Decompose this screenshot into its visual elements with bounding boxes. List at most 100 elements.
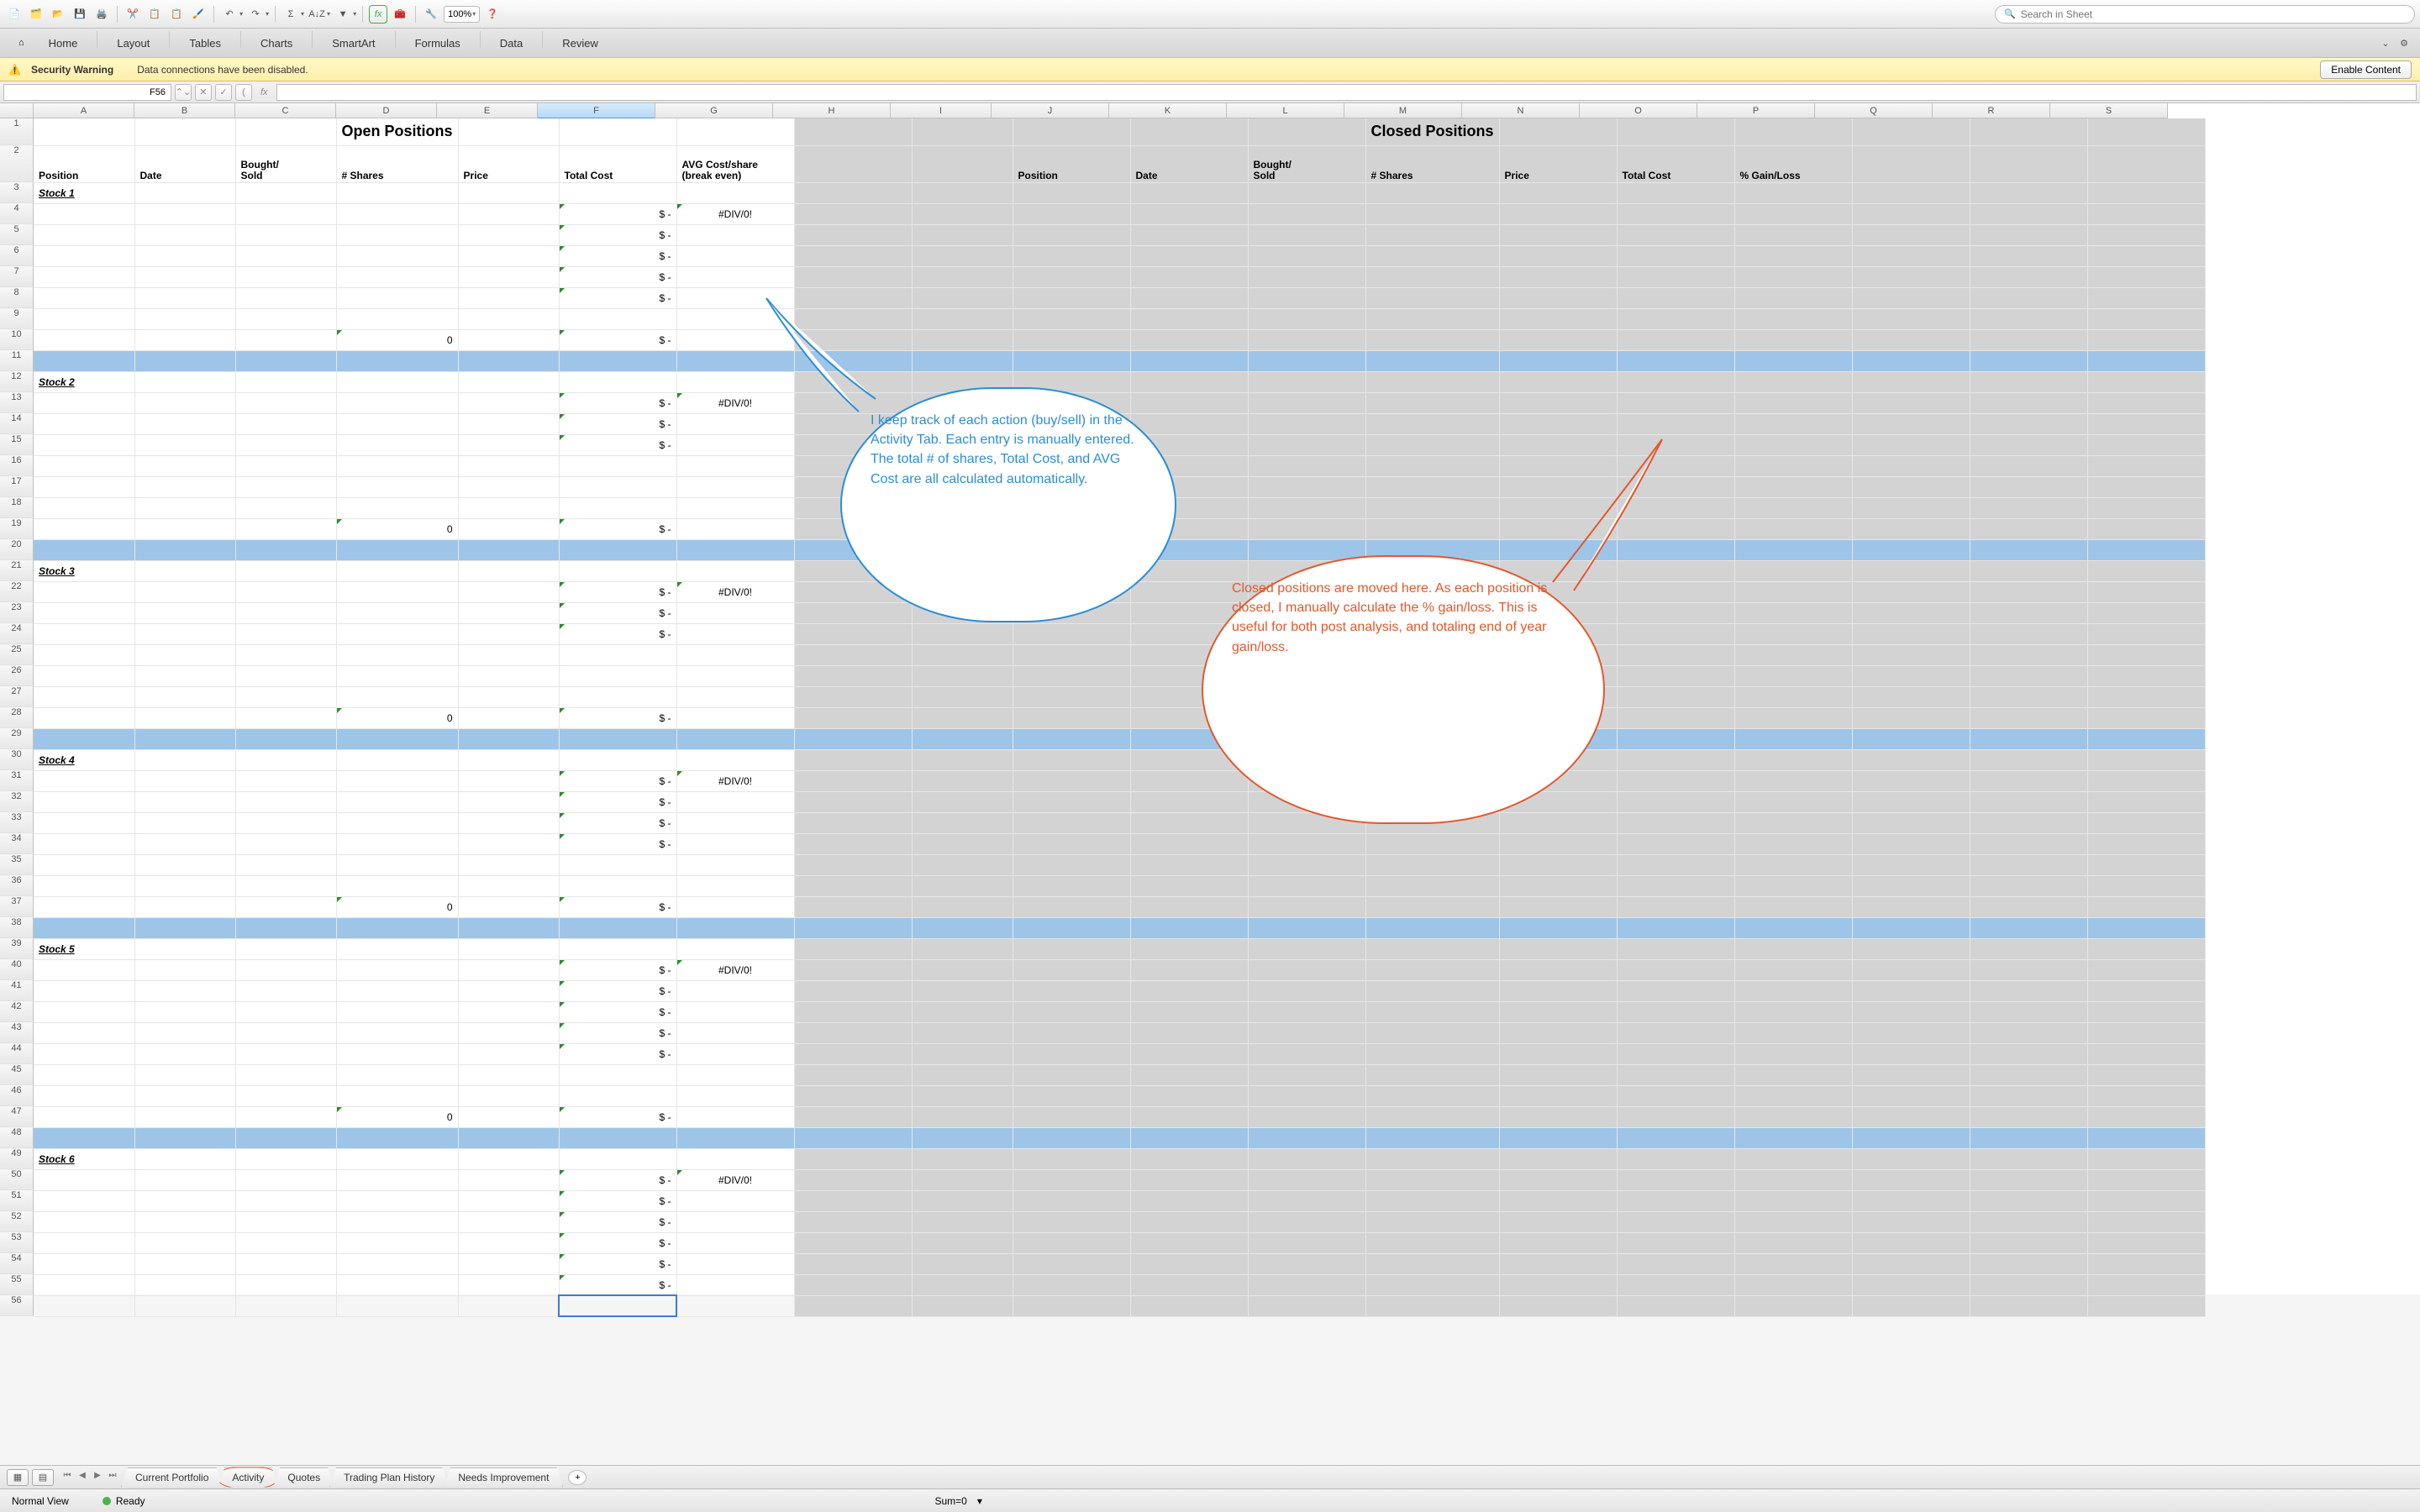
search-input[interactable]	[2021, 8, 2406, 20]
row-header-22[interactable]: 22	[0, 581, 34, 602]
total-cost-cell[interactable]: $ -	[559, 245, 676, 266]
formula-input[interactable]	[276, 84, 2417, 101]
format-painter-icon[interactable]: 🖌️	[189, 5, 208, 24]
row-header-56[interactable]: 56	[0, 1295, 34, 1316]
total-cost-cell[interactable]: $ -	[559, 602, 676, 623]
stock-label[interactable]: Stock 3	[34, 560, 134, 581]
header-cell[interactable]: Total Cost	[1617, 145, 1734, 182]
cost-total-cell[interactable]: $ -	[559, 896, 676, 917]
total-cost-cell[interactable]: $ -	[559, 581, 676, 602]
total-cost-cell[interactable]: $ -	[559, 791, 676, 812]
row-header-46[interactable]: 46	[0, 1085, 34, 1106]
shares-total-cell[interactable]: 0	[336, 329, 458, 350]
total-cost-cell[interactable]: $ -	[559, 623, 676, 644]
total-cost-cell[interactable]: $ -	[559, 1043, 676, 1064]
total-cost-cell[interactable]: $ -	[559, 770, 676, 791]
row-header-2[interactable]: 2	[0, 145, 34, 182]
column-header-G[interactable]: G	[655, 103, 773, 118]
ribbon-collapse-icon[interactable]: ⌄	[2376, 34, 2395, 52]
row-header-38[interactable]: 38	[0, 917, 34, 938]
tab-nav-prev-icon[interactable]: ◀	[76, 1471, 89, 1484]
ribbon-tab-tables[interactable]: Tables	[170, 31, 240, 55]
row-header-51[interactable]: 51	[0, 1190, 34, 1211]
total-cost-cell[interactable]: $ -	[559, 266, 676, 287]
row-header-52[interactable]: 52	[0, 1211, 34, 1232]
sheet-tab-quotes[interactable]: Quotes	[273, 1467, 334, 1488]
avg-cost-cell[interactable]: #DIV/0!	[676, 1169, 794, 1190]
ribbon-tab-formulas[interactable]: Formulas	[396, 31, 480, 55]
column-header-F[interactable]: F	[538, 103, 655, 118]
row-header-27[interactable]: 27	[0, 686, 34, 707]
row-header-3[interactable]: 3	[0, 182, 34, 203]
row-header-29[interactable]: 29	[0, 728, 34, 749]
total-cost-cell[interactable]: $ -	[559, 1001, 676, 1022]
column-header-Q[interactable]: Q	[1815, 103, 1933, 118]
total-cost-cell[interactable]: $ -	[559, 833, 676, 854]
row-header-49[interactable]: 49	[0, 1148, 34, 1169]
normal-view-icon[interactable]: ▦	[7, 1469, 29, 1486]
ribbon-tab-charts[interactable]: Charts	[241, 31, 312, 55]
header-cell[interactable]: Date	[134, 145, 235, 182]
header-cell[interactable]: Price	[1499, 145, 1617, 182]
tab-nav-next-icon[interactable]: ▶	[91, 1471, 104, 1484]
sheet-tab-activity[interactable]: Activity	[218, 1467, 278, 1488]
shares-total-cell[interactable]: 0	[336, 707, 458, 728]
new-icon[interactable]: 📄	[5, 5, 24, 24]
total-cost-cell[interactable]: $ -	[559, 980, 676, 1001]
row-header-35[interactable]: 35	[0, 854, 34, 875]
total-cost-cell[interactable]: $ -	[559, 1253, 676, 1274]
row-header-24[interactable]: 24	[0, 623, 34, 644]
total-cost-cell[interactable]: $ -	[559, 1190, 676, 1211]
row-header-45[interactable]: 45	[0, 1064, 34, 1085]
row-header-44[interactable]: 44	[0, 1043, 34, 1064]
header-cell[interactable]	[1970, 145, 2087, 182]
row-header-47[interactable]: 47	[0, 1106, 34, 1127]
row-header-1[interactable]: 1	[0, 118, 34, 145]
row-header-53[interactable]: 53	[0, 1232, 34, 1253]
row-header-19[interactable]: 19	[0, 518, 34, 539]
settings-gear-icon[interactable]: ⚙	[2395, 34, 2413, 52]
cancel-formula-icon[interactable]: ✕	[195, 84, 212, 101]
tab-nav-first-icon[interactable]: ⏮	[60, 1471, 74, 1484]
total-cost-cell[interactable]: $ -	[559, 959, 676, 980]
select-all-corner[interactable]	[0, 103, 34, 118]
header-cell[interactable]: Date	[1130, 145, 1248, 182]
row-header-41[interactable]: 41	[0, 980, 34, 1001]
row-header-50[interactable]: 50	[0, 1169, 34, 1190]
shares-total-cell[interactable]: 0	[336, 518, 458, 539]
column-header-P[interactable]: P	[1697, 103, 1815, 118]
row-header-37[interactable]: 37	[0, 896, 34, 917]
ribbon-tab-data[interactable]: Data	[481, 31, 542, 55]
ribbon-tab-home[interactable]: Home	[29, 31, 97, 55]
stock-label[interactable]: Stock 6	[34, 1148, 134, 1169]
row-header-43[interactable]: 43	[0, 1022, 34, 1043]
filter-icon[interactable]: ▼	[334, 5, 352, 24]
stock-label[interactable]: Stock 1	[34, 182, 134, 203]
search-box[interactable]: 🔍	[1995, 5, 2415, 24]
row-header-6[interactable]: 6	[0, 245, 34, 266]
header-cell[interactable]: Position	[34, 145, 134, 182]
column-header-O[interactable]: O	[1580, 103, 1697, 118]
total-cost-cell[interactable]: $ -	[559, 1274, 676, 1295]
sort-asc-icon[interactable]: A↓Z	[308, 5, 326, 24]
open-positions-title[interactable]: Open Positions	[336, 118, 458, 145]
row-header-7[interactable]: 7	[0, 266, 34, 287]
avg-cost-cell[interactable]: #DIV/0!	[676, 770, 794, 791]
header-cell[interactable]: Bought/Sold	[235, 145, 336, 182]
row-header-34[interactable]: 34	[0, 833, 34, 854]
cost-total-cell[interactable]: $ -	[559, 1106, 676, 1127]
row-header-11[interactable]: 11	[0, 350, 34, 371]
row-header-5[interactable]: 5	[0, 224, 34, 245]
total-cost-cell[interactable]: $ -	[559, 434, 676, 455]
column-header-A[interactable]: A	[34, 103, 134, 118]
accept-formula-icon[interactable]: ✓	[215, 84, 232, 101]
column-header-L[interactable]: L	[1227, 103, 1344, 118]
column-header-H[interactable]: H	[773, 103, 891, 118]
row-header-20[interactable]: 20	[0, 539, 34, 560]
column-header-C[interactable]: C	[235, 103, 336, 118]
row-header-33[interactable]: 33	[0, 812, 34, 833]
row-header-54[interactable]: 54	[0, 1253, 34, 1274]
header-cell[interactable]: Position	[1013, 145, 1130, 182]
avg-cost-cell[interactable]: #DIV/0!	[676, 959, 794, 980]
shares-total-cell[interactable]: 0	[336, 1106, 458, 1127]
